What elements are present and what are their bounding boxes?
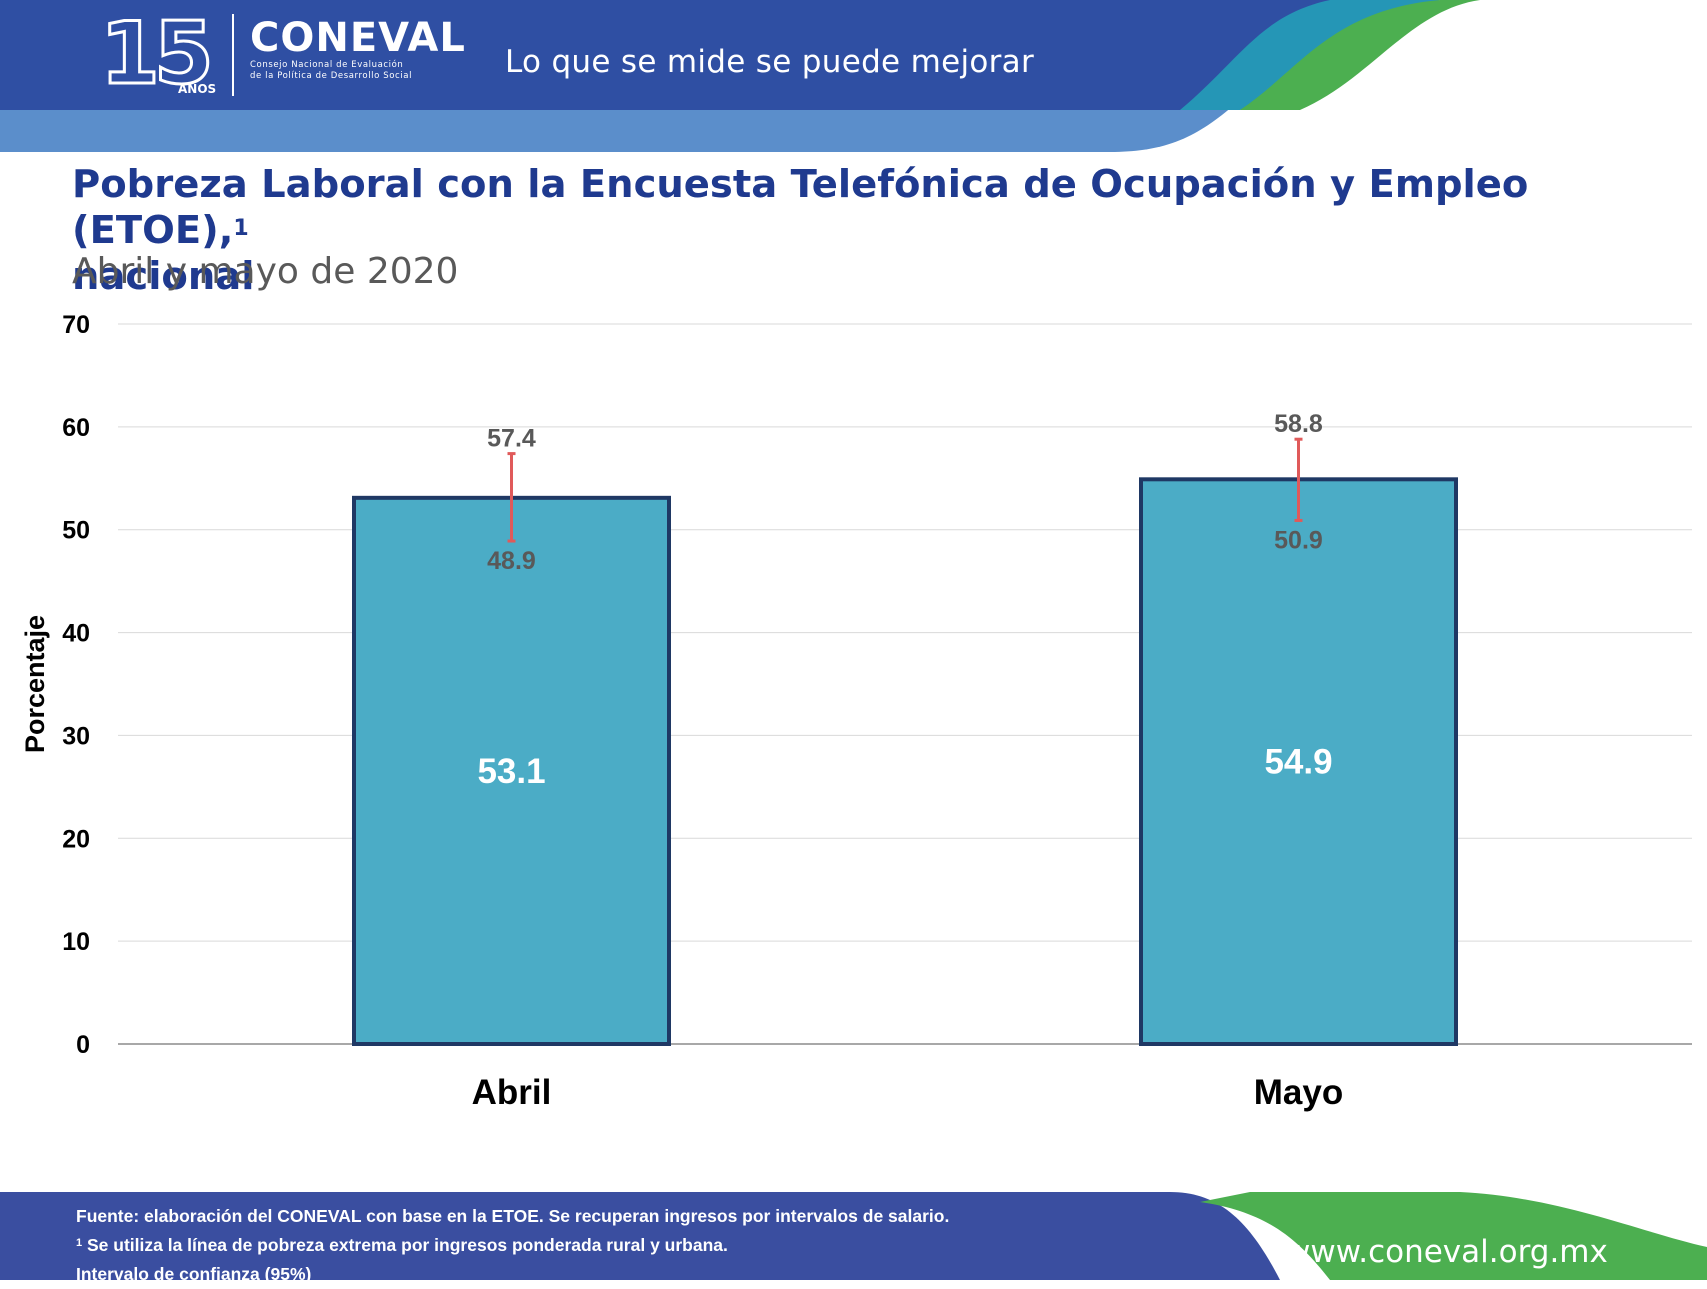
y-tick-label: 50 — [62, 517, 90, 545]
x-category-label: Abril — [472, 1073, 552, 1112]
footnote-mark: 1 — [76, 1237, 83, 1249]
coneval-logo: CONEVAL Consejo Nacional de Evaluación d… — [250, 16, 466, 82]
y-axis-label: Porcentaje — [20, 615, 50, 753]
title-line2: nacional — [72, 254, 255, 299]
ci-note: Intervalo de confianza (95%) — [76, 1264, 312, 1284]
y-tick-label: 60 — [62, 414, 90, 442]
x-category-label: Mayo — [1254, 1073, 1343, 1112]
slogan: Lo que se mide se puede mejorar — [505, 44, 1035, 80]
footer-background — [0, 1192, 1707, 1280]
ci-low-label: 48.9 — [487, 547, 536, 575]
footnote-text: Se utiliza la línea de pobreza extrema p… — [82, 1235, 728, 1255]
y-tick-label: 40 — [62, 620, 90, 648]
logo-divider — [232, 14, 234, 96]
bar-value-label: 53.1 — [477, 752, 545, 791]
bar-chart: 0 10 20 30 40 50 60 70 Porcentaje 53.1 57.4 48.9 Abr… — [20, 311, 1692, 1112]
header-banner: 15 AÑOS CONEVAL Consejo Nacional de Eval… — [0, 0, 1707, 160]
ci-high-label: 58.8 — [1274, 410, 1323, 438]
ci-low-label: 50.9 — [1274, 526, 1323, 554]
anniversary-logo: 15 AÑOS — [99, 3, 220, 106]
y-tick-label: 20 — [62, 825, 90, 853]
logo-years: AÑOS — [178, 82, 217, 96]
y-tick-label: 70 — [62, 311, 90, 339]
title-footnote-mark: 1 — [233, 216, 249, 241]
ci-high-label: 57.4 — [487, 425, 536, 453]
bar-value-label: 54.9 — [1264, 743, 1332, 782]
y-tick-label: 30 — [62, 722, 90, 750]
org-full-line2: de la Política de Desarrollo Social — [250, 71, 413, 81]
y-tick-label: 0 — [76, 1031, 90, 1059]
org-name: CONEVAL — [250, 15, 466, 61]
title-text: Pobreza Laboral con la Encuesta Telefóni… — [72, 162, 1529, 253]
header-background — [0, 0, 1480, 152]
y-tick-label: 10 — [62, 928, 90, 956]
logo-number: 15 — [99, 3, 216, 106]
footer-notes: Fuente: elaboración del CONEVAL con base… — [76, 1202, 949, 1289]
org-full-line1: Consejo Nacional de Evaluación — [250, 60, 404, 70]
page-title: Pobreza Laboral con la Encuesta Telefóni… — [72, 162, 1632, 300]
footnote-1: 1 Se utiliza la línea de pobreza extrema… — [76, 1231, 949, 1260]
website-link[interactable]: www.coneval.org.mx — [1285, 1234, 1608, 1270]
source-note: Fuente: elaboración del CONEVAL con base… — [76, 1206, 950, 1226]
footer-banner: Fuente: elaboración del CONEVAL con base… — [0, 1192, 1707, 1284]
page-subtitle: Abril y mayo de 2020 — [72, 251, 459, 292]
